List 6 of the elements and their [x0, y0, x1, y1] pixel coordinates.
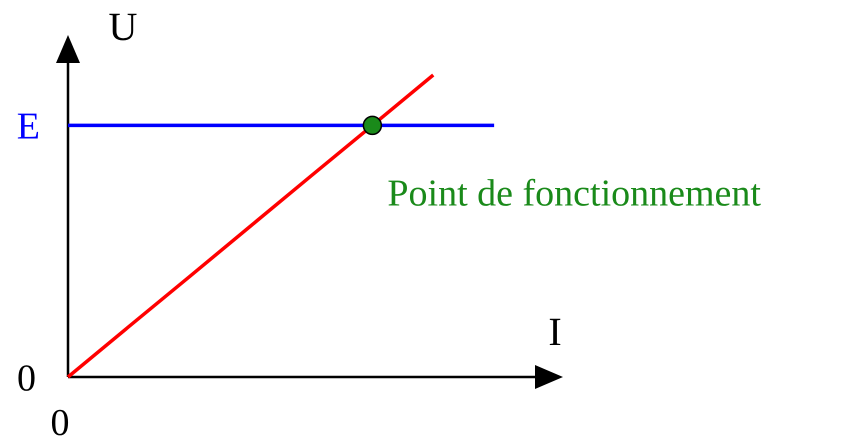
series-label: E: [16, 106, 40, 148]
text: 0: [50, 402, 70, 444]
text: 0: [17, 357, 36, 400]
x-axis-title: I: [548, 309, 562, 354]
y-axis-title: U: [108, 4, 138, 49]
series-label: Point de fonctionnement: [387, 172, 762, 214]
